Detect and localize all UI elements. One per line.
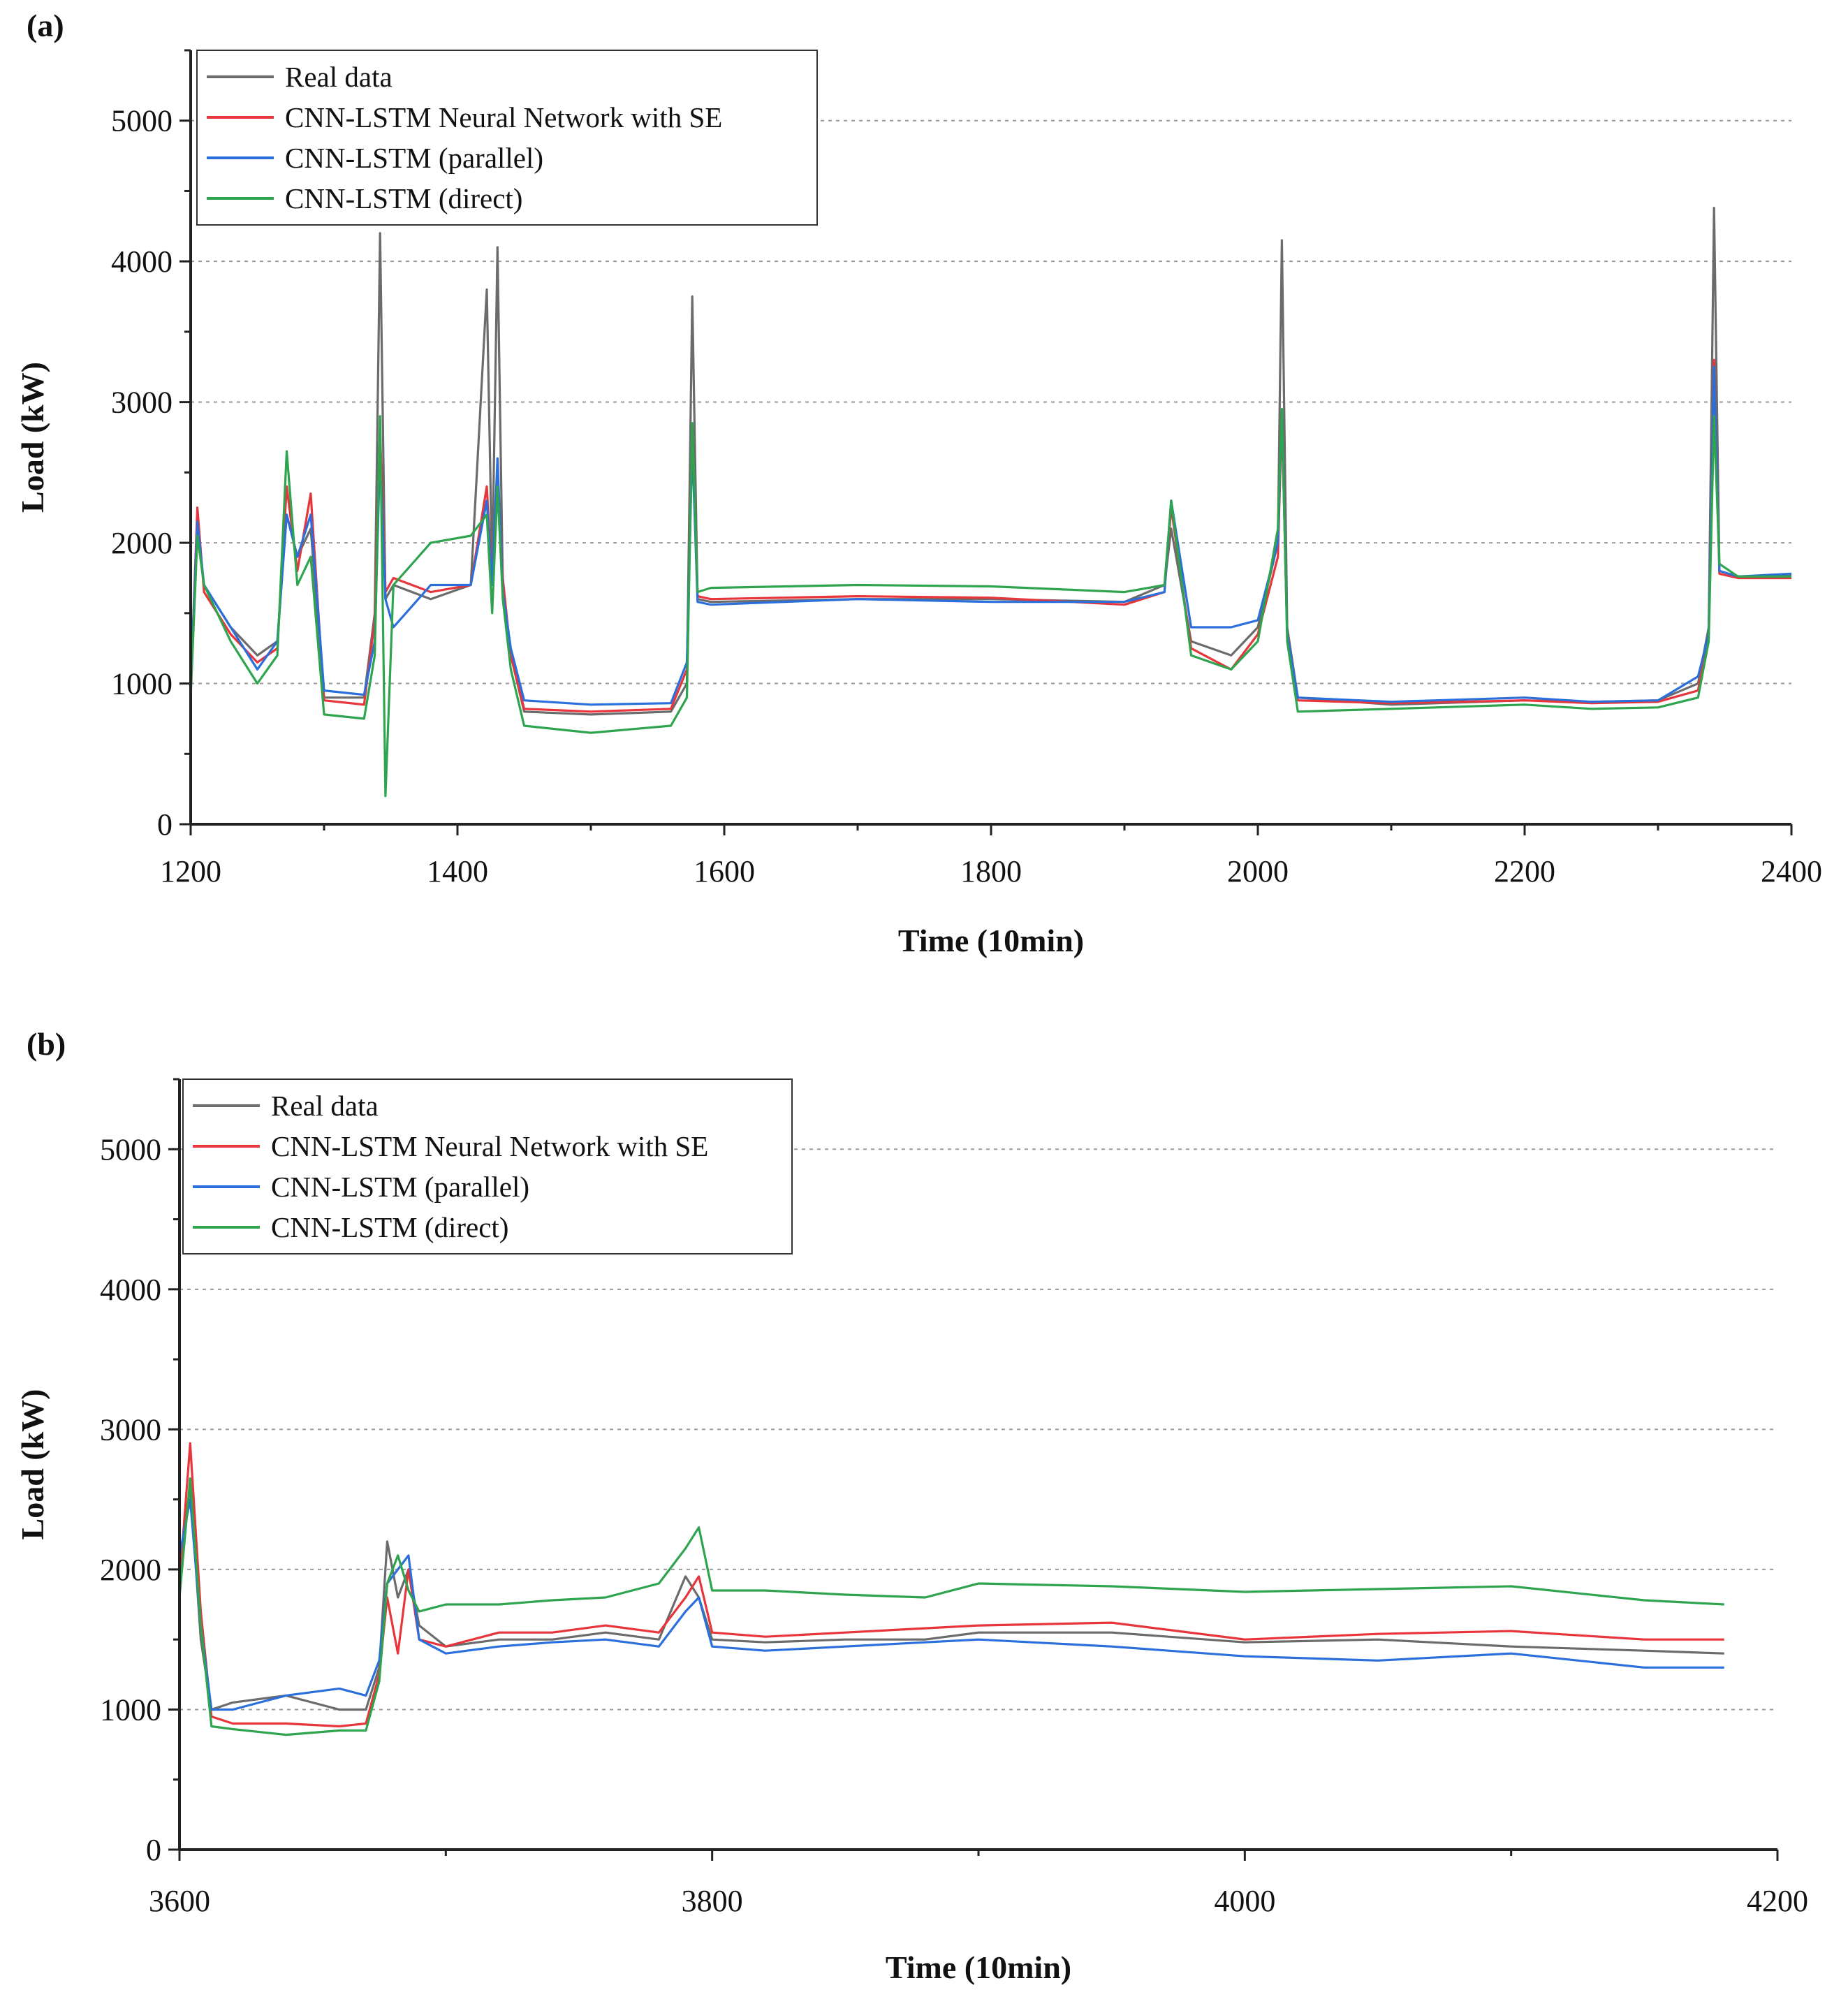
x-tick-label: 2400 bbox=[1761, 854, 1822, 888]
y-axis-title: Load (kW) bbox=[15, 362, 50, 513]
x-tick-label: 3800 bbox=[682, 1884, 743, 1918]
y-axis-title: Load (kW) bbox=[15, 1389, 50, 1540]
panel-b: (b) 0 1000 2000 3000 4000 5000 3600 3800 4000 4200… bbox=[15, 1026, 1808, 1985]
panel-label: (a) bbox=[27, 8, 64, 43]
x-axis-title: Time (10min) bbox=[886, 1950, 1071, 1985]
legend: Real data CNN-LSTM Neural Network with SE… bbox=[182, 1078, 793, 1254]
legend-label-3: CNN-LSTM (direct) bbox=[271, 1211, 508, 1243]
y-tick-label: 5000 bbox=[111, 104, 173, 138]
x-tick-label: 4200 bbox=[1747, 1884, 1808, 1918]
x-tick-label: 3600 bbox=[149, 1884, 210, 1918]
legend-label-0: Real data bbox=[271, 1090, 379, 1122]
x-tick-label: 2000 bbox=[1227, 854, 1289, 888]
x-tick-label: 4000 bbox=[1214, 1884, 1275, 1918]
x-tick-label: 2200 bbox=[1494, 854, 1555, 888]
legend-label-1: CNN-LSTM Neural Network with SE bbox=[271, 1130, 708, 1162]
legend-box bbox=[196, 50, 818, 226]
legend-box bbox=[182, 1078, 793, 1254]
y-tick-label: 0 bbox=[157, 807, 173, 842]
legend-label-2: CNN-LSTM (parallel) bbox=[271, 1171, 529, 1203]
series-line-1 bbox=[178, 1442, 1724, 1728]
legend-label-0: Real data bbox=[285, 61, 393, 93]
series-line-1 bbox=[189, 358, 1791, 713]
y-tick-label: 3000 bbox=[100, 1412, 161, 1447]
y-tick-label: 0 bbox=[146, 1833, 161, 1867]
legend-label-2: CNN-LSTM (parallel) bbox=[285, 142, 543, 174]
y-tick-label: 2000 bbox=[100, 1553, 161, 1587]
y-tick-label: 2000 bbox=[111, 526, 173, 560]
y-tick-label: 4000 bbox=[100, 1273, 161, 1307]
series-line-2 bbox=[178, 1498, 1724, 1711]
x-tick-label: 1200 bbox=[160, 854, 221, 888]
y-tick-label: 1000 bbox=[111, 667, 173, 701]
legend-label-3: CNN-LSTM (direct) bbox=[285, 182, 522, 214]
series-line-2 bbox=[189, 365, 1792, 706]
series-line-0 bbox=[189, 207, 1792, 716]
panel-a: (a) 0 1000 2000 3000 4000 5000 1200 1400 1600 1800… bbox=[15, 8, 1822, 958]
legend-label-1: CNN-LSTM Neural Network with SE bbox=[285, 101, 722, 133]
panel-label: (b) bbox=[27, 1026, 66, 1062]
x-tick-label: 1600 bbox=[694, 854, 755, 888]
x-tick-label: 1800 bbox=[960, 854, 1022, 888]
series-line-3 bbox=[189, 408, 1791, 798]
y-tick-label: 4000 bbox=[111, 244, 173, 279]
y-tick-label: 1000 bbox=[100, 1692, 161, 1727]
x-tick-label: 1400 bbox=[427, 854, 488, 888]
legend: Real data CNN-LSTM Neural Network with SE… bbox=[196, 50, 818, 226]
y-tick-label: 3000 bbox=[111, 386, 173, 420]
y-tick-label: 5000 bbox=[100, 1132, 161, 1166]
series-line-3 bbox=[178, 1477, 1724, 1736]
x-axis-title: Time (10min) bbox=[898, 923, 1084, 958]
